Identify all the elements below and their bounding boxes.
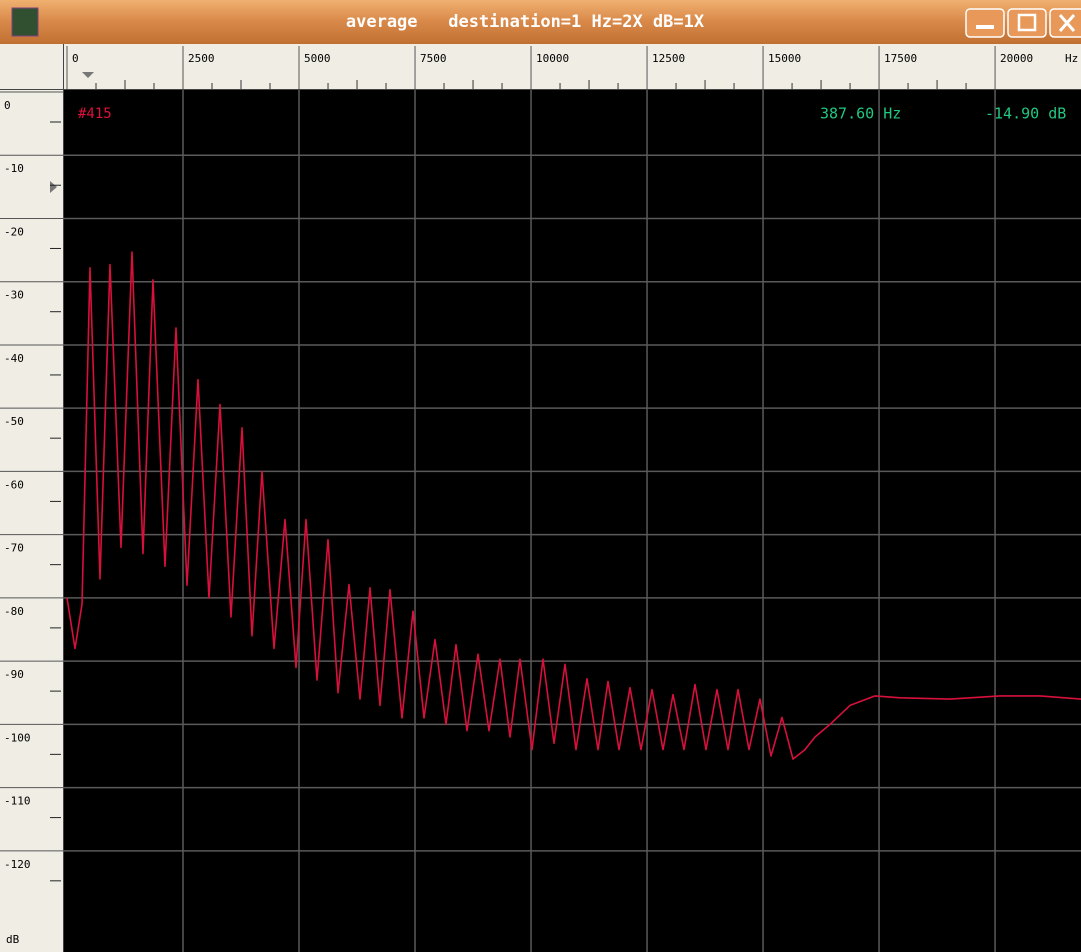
cursor-level: -14.90 dB bbox=[985, 105, 1066, 123]
spectrum-line bbox=[66, 251, 1081, 760]
maximize-glyph bbox=[1017, 13, 1037, 32]
x-tick-label: 17500 bbox=[884, 52, 917, 65]
x-tick-label: 12500 bbox=[652, 52, 685, 65]
y-unit: dB bbox=[6, 933, 20, 946]
y-tick-label: -10 bbox=[4, 162, 24, 175]
y-tick-label: -60 bbox=[4, 478, 24, 491]
y-tick-label: -100 bbox=[4, 731, 31, 744]
y-tick-label: -30 bbox=[4, 289, 24, 302]
y-tick-label: -20 bbox=[4, 225, 24, 238]
maximize-button[interactable] bbox=[1007, 8, 1047, 38]
y-tick-label: -120 bbox=[4, 858, 31, 871]
y-tick-label: -40 bbox=[4, 352, 24, 365]
x-unit: Hz bbox=[1065, 52, 1078, 65]
plot bbox=[63, 90, 1081, 952]
window-buttons bbox=[965, 8, 1081, 38]
x-tick-label: 7500 bbox=[420, 52, 447, 65]
y-ruler bbox=[0, 90, 63, 952]
title-bar bbox=[0, 0, 1081, 44]
minimize-glyph bbox=[976, 25, 994, 29]
x-tick-label: 2500 bbox=[188, 52, 215, 65]
x-ruler bbox=[0, 44, 1081, 90]
close-glyph bbox=[1058, 14, 1076, 32]
cursor-frequency: 387.60 Hz bbox=[820, 105, 901, 123]
app-icon bbox=[11, 7, 39, 37]
trace-label: #415 bbox=[78, 106, 112, 122]
x-tick-label: 20000 bbox=[1000, 52, 1033, 65]
window-title: average destination=1 Hz=2X dB=1X bbox=[346, 12, 705, 32]
plot-area bbox=[63, 90, 1081, 952]
rulers: 0 2500 5000 7500 10000 12500 15000 17500 20000 Hz… bbox=[0, 46, 1078, 946]
x-tick-label: 0 bbox=[72, 52, 79, 65]
x-marker bbox=[82, 72, 94, 78]
x-tick-label: 15000 bbox=[768, 52, 801, 65]
y-tick-label: -70 bbox=[4, 542, 24, 555]
y-tick-label: -110 bbox=[4, 795, 31, 808]
y-marker bbox=[50, 181, 57, 193]
x-tick-label: 5000 bbox=[304, 52, 331, 65]
y-tick-label: -80 bbox=[4, 605, 24, 618]
y-tick-label: -90 bbox=[4, 668, 24, 681]
y-tick-label: -50 bbox=[4, 415, 24, 428]
minimize-button[interactable] bbox=[965, 8, 1005, 38]
x-tick-label: 10000 bbox=[536, 52, 569, 65]
y-tick-label: 0 bbox=[4, 99, 11, 112]
